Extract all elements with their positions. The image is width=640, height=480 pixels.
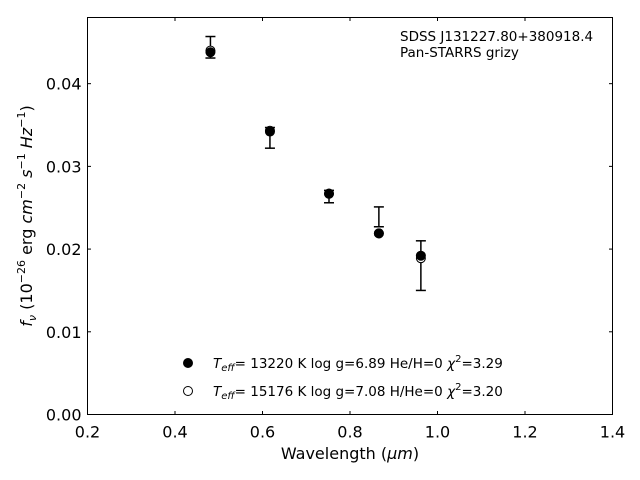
x-tick-label: 1.4 <box>600 423 625 442</box>
legend-marker-filled <box>183 358 193 368</box>
model-point-filled <box>264 126 275 137</box>
y-tick-label: 0.02 <box>46 240 82 259</box>
x-tick-label: 1.2 <box>512 423 537 442</box>
x-tick-label: 0.2 <box>75 423 100 442</box>
model-point-filled <box>324 188 334 199</box>
x-tick-label: 0.6 <box>250 423 275 442</box>
model-point-filled <box>373 228 384 239</box>
x-tick-label: 0.4 <box>162 423 187 442</box>
legend-marker-open <box>183 386 193 396</box>
x-axis: 0.2 0.4 0.6 0.8 1.0 1.2 1.4 <box>75 17 625 442</box>
y-tick-label: 0.04 <box>46 75 82 94</box>
y-axis-label: fν (10−26 erg cm−2 s−1 Hz−1) <box>15 105 39 326</box>
annotation-line-2: Pan-STARRS grizy <box>400 45 519 61</box>
legend-label-1: Teff= 13220 K log g=6.89 He/H=0 χ2=3.29 <box>213 354 503 374</box>
x-tick-label: 1.0 <box>425 423 450 442</box>
annotation: SDSS J131227.80+380918.4 Pan-STARRS griz… <box>400 29 593 61</box>
y-axis: 0.00 0.01 0.02 0.03 0.04 <box>46 75 613 425</box>
annotation-line-1: SDSS J131227.80+380918.4 <box>400 29 593 45</box>
x-axis-label: Wavelength (μm) <box>281 444 419 463</box>
x-tick-label: 0.8 <box>337 423 362 442</box>
y-tick-label: 0.01 <box>46 323 82 342</box>
y-tick-label: 0.00 <box>46 406 82 425</box>
model-point-filled <box>205 47 216 58</box>
plot-frame <box>87 17 613 415</box>
legend-label-2: Teff= 15176 K log g=7.08 H/He=0 χ2=3.20 <box>213 382 503 402</box>
model-point-filled <box>415 250 426 261</box>
plot-area <box>205 35 426 292</box>
y-tick-label: 0.03 <box>46 157 82 176</box>
legend: Teff= 13220 K log g=6.89 He/H=0 χ2=3.29 … <box>183 354 503 402</box>
